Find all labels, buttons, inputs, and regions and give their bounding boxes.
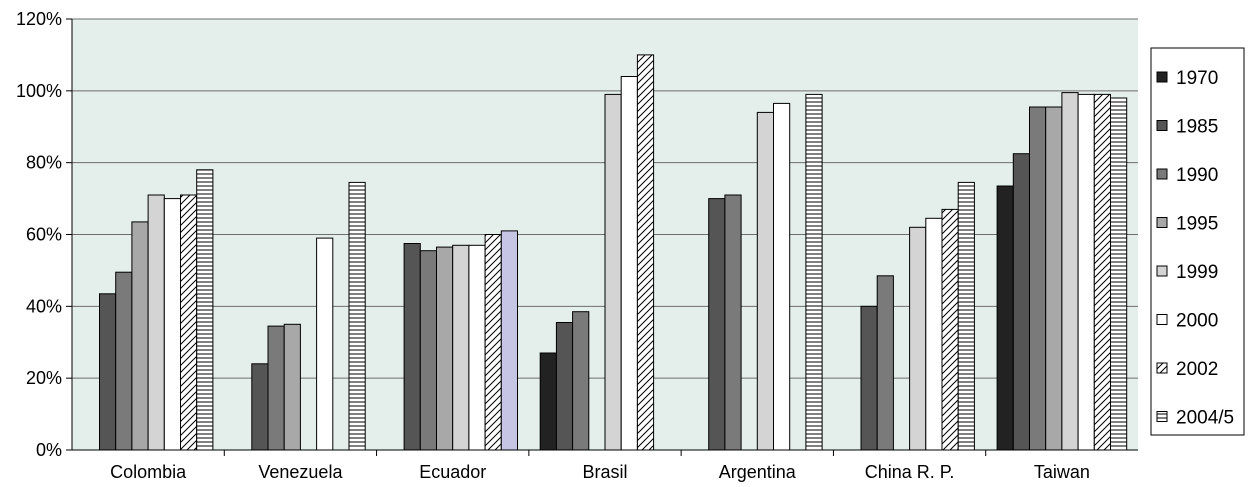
- bar-argentina-1990: [724, 194, 742, 451]
- legend-item-1999: 1999: [1156, 262, 1218, 283]
- bar-argentina-1985: [708, 198, 726, 451]
- bar-taiwan-2004-5: [1110, 97, 1128, 451]
- bar-taiwan-1990: [1029, 106, 1047, 451]
- legend-swatch: [1156, 265, 1168, 277]
- legend-label: 1985: [1176, 117, 1218, 138]
- bar-colombia-2002: [180, 194, 198, 451]
- bar-brasil-1970: [539, 352, 557, 451]
- legend-label: 1970: [1176, 68, 1218, 89]
- bar-brasil-1999: [604, 93, 622, 451]
- x-category-label: Colombia: [110, 462, 187, 482]
- legend-swatch: [1156, 71, 1168, 83]
- bar-venezuela-1990: [267, 325, 285, 451]
- legend-swatch: [1156, 411, 1168, 422]
- bar-ecuador-2004-5: [500, 230, 518, 451]
- bar-taiwan-1970: [996, 185, 1014, 451]
- legend: 1970 1985 1990 1995 1999 2000 2002 2004/5: [1150, 47, 1245, 436]
- bar-ecuador-2002: [484, 234, 502, 451]
- bar-ecuador-1985: [403, 243, 421, 451]
- x-category-label: Brasil: [582, 462, 627, 482]
- legend-item-2000: 2000: [1156, 311, 1218, 332]
- y-tick-label: 100%: [16, 81, 62, 101]
- x-category-label: Taiwan: [1034, 462, 1090, 482]
- y-axis-ticks: 0% 20% 40% 60% 80% 100% 120%: [16, 9, 72, 460]
- bar-ecuador-2000: [468, 244, 486, 451]
- bar-argentina-2004-5: [805, 93, 823, 451]
- bar-brasil-2000: [620, 76, 638, 451]
- bar-brasil-2002: [636, 54, 655, 451]
- bar-ecuador-1990: [419, 250, 437, 451]
- legend-swatch: [1156, 314, 1168, 325]
- bar-argentina-2000: [773, 102, 791, 451]
- y-tick-label: 120%: [16, 9, 62, 29]
- bar-taiwan-2002: [1093, 93, 1112, 451]
- x-category-label: Argentina: [719, 462, 797, 482]
- legend-swatch: [1156, 168, 1168, 180]
- x-category-label: Venezuela: [258, 462, 343, 482]
- bar-ecuador-1999: [452, 244, 470, 451]
- legend-label: 2004/5: [1176, 408, 1234, 429]
- bar-china-r-p-1985: [860, 305, 878, 451]
- legend-label: 1999: [1176, 262, 1218, 283]
- y-tick-label: 80%: [26, 153, 62, 173]
- bar-ecuador-1995: [436, 246, 454, 451]
- bar-china-r-p-2004-5: [957, 181, 975, 451]
- legend-item-1970: 1970: [1156, 68, 1218, 89]
- bar-venezuela-2000: [316, 237, 334, 451]
- x-category-label: Ecuador: [419, 462, 486, 482]
- legend-item-1985: 1985: [1156, 117, 1218, 138]
- bar-brasil-1985: [555, 322, 574, 451]
- legend-item-1995: 1995: [1156, 214, 1218, 235]
- bar-china-r-p-2002: [941, 208, 959, 451]
- y-tick-label: 60%: [26, 225, 62, 245]
- bar-colombia-2004-5: [196, 169, 214, 451]
- x-axis-categories: Colombia Venezuela Ecuador Brasil Argentina C…: [110, 450, 1090, 482]
- bar-china-r-p-1999: [909, 226, 927, 451]
- bar-taiwan-1995: [1045, 106, 1063, 451]
- bar-brasil-1990: [572, 311, 590, 451]
- legend-item-1990: 1990: [1156, 165, 1218, 186]
- bar-colombia-1995: [131, 221, 149, 451]
- legend-label: 1995: [1176, 214, 1218, 235]
- y-tick-label: 0%: [36, 440, 62, 460]
- bar-venezuela-1995: [283, 323, 301, 451]
- bar-argentina-1999: [756, 111, 774, 451]
- legend-item-2002: 2002: [1156, 359, 1218, 380]
- bar-colombia-2000: [163, 198, 182, 451]
- bar-taiwan-2000: [1077, 93, 1095, 451]
- bar-china-r-p-1990: [876, 275, 894, 451]
- bar-venezuela-2004-5: [348, 181, 366, 451]
- legend-label: 2000: [1176, 311, 1218, 332]
- x-category-label: China R. P.: [865, 462, 955, 482]
- legend-swatch: [1156, 120, 1168, 131]
- y-tick-label: 20%: [26, 368, 62, 388]
- legend-swatch: [1156, 217, 1168, 228]
- bar-colombia-1999: [147, 194, 165, 451]
- bar-venezuela-1985: [251, 363, 269, 451]
- bar-china-r-p-2000: [925, 217, 943, 451]
- legend-swatch: [1156, 362, 1168, 374]
- bar-colombia-1985: [99, 293, 117, 451]
- legend-label: 1990: [1176, 165, 1218, 186]
- bar-colombia-1990: [115, 271, 133, 451]
- bar-taiwan-1999: [1061, 92, 1079, 451]
- legend-label: 2002: [1176, 359, 1218, 380]
- y-tick-label: 40%: [26, 296, 62, 316]
- bar-taiwan-1985: [1012, 153, 1030, 451]
- legend-item-2004-5: 2004/5: [1156, 408, 1234, 429]
